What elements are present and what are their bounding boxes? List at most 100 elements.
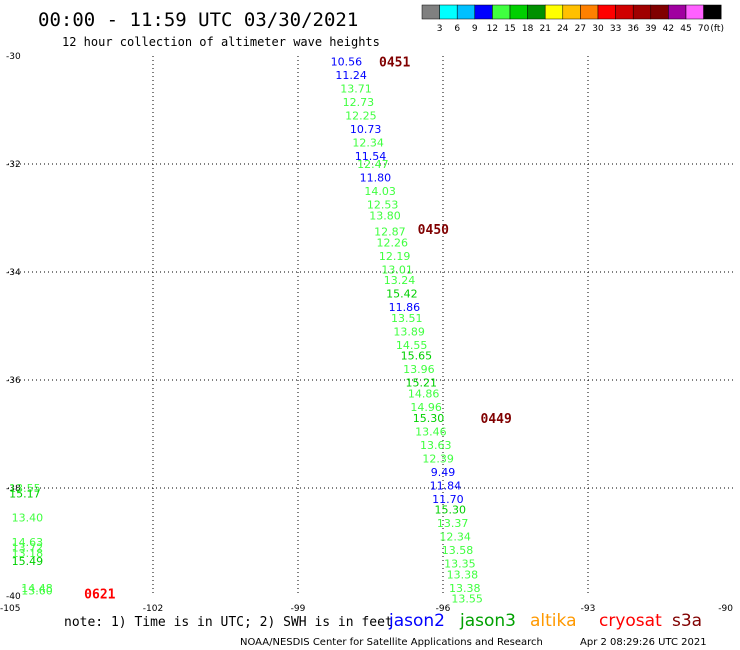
track-label: 0451 <box>379 55 410 70</box>
data-point-label: 14.86 <box>408 388 440 401</box>
data-points: 10.5611.2413.7112.7312.2510.7312.3411.54… <box>9 55 483 605</box>
colorbar: 3 6 9 12 15 18 21 24 27 30 33 36 39 42 45 70 (ft) <box>421 4 724 34</box>
data-point-label: 10.56 <box>331 55 363 68</box>
footer-credit: NOAA/NESDIS Center for Satellite Applica… <box>240 637 543 648</box>
colorbar-label: 36 <box>627 24 639 34</box>
data-point-label: 13.35 <box>444 558 476 571</box>
data-point-label: 13.96 <box>403 363 435 376</box>
footer-note: note: 1) Time is in UTC; 2) SWH is in fe… <box>64 615 393 630</box>
chart-subtitle: 12 hour collection of altimeter wave hei… <box>62 35 380 49</box>
colorbar-swatch <box>562 4 581 20</box>
track-labels: 0451 0450 0449 0621 <box>84 55 512 602</box>
x-tick-label: -105 <box>0 604 20 614</box>
data-point-label: 13.71 <box>340 82 372 95</box>
data-point-label: 9.49 <box>431 466 456 479</box>
colorbar-label: 9 <box>472 24 478 34</box>
data-point-label: 10.73 <box>350 123 382 136</box>
data-point-label: 13.51 <box>391 312 423 325</box>
data-point-label: 15.21 <box>406 377 438 390</box>
x-tick-label: -93 <box>581 604 596 614</box>
colorbar-swatch <box>492 4 511 20</box>
data-point-label: 11.70 <box>432 493 464 506</box>
data-point-label: 15.30 <box>413 412 445 425</box>
data-point-label: 13.46 <box>415 425 447 438</box>
data-point-label: 15.30 <box>435 504 467 517</box>
data-point-label: 12.34 <box>352 136 384 149</box>
satellite-legend: jason2 jason3 altika cryosat s3a <box>388 611 702 631</box>
colorbar-label: 18 <box>522 24 534 34</box>
colorbar-label: 3 <box>437 24 443 34</box>
data-point-label: 13.55 <box>9 482 41 495</box>
data-point-label: 13.89 <box>393 325 425 338</box>
data-point-label: 11.24 <box>335 69 367 82</box>
footer-timestamp: Apr 2 08:29:26 UTC 2021 <box>580 637 707 648</box>
colorbar-swatch <box>703 4 722 20</box>
legend-item-altika: altika <box>530 611 577 631</box>
data-point-label: 14.48 <box>21 582 53 595</box>
colorbar-label: 12 <box>487 24 498 34</box>
colorbar-label: 30 <box>592 24 604 34</box>
data-point-label: 14.96 <box>410 401 442 414</box>
y-tick-label: -34 <box>6 268 21 278</box>
data-point-label: 13.58 <box>442 544 474 557</box>
data-point-label: 13.24 <box>384 274 416 287</box>
data-point-label: 12.87 <box>374 226 406 239</box>
data-point-label: 15.49 <box>12 555 44 568</box>
y-tick-label: -32 <box>6 160 21 170</box>
colorbar-label: 27 <box>575 24 586 34</box>
colorbar-label: 70 <box>698 24 710 34</box>
data-point-label: 12.34 <box>439 531 471 544</box>
data-point-label: 15.65 <box>401 350 433 363</box>
colorbar-swatch <box>439 4 458 20</box>
chart-title: 00:00 - 11:59 UTC 03/30/2021 <box>38 9 358 31</box>
data-point-label: 13.55 <box>451 593 483 606</box>
data-point-label: 13.72 <box>12 541 44 554</box>
y-tick-label: -40 <box>6 592 21 602</box>
x-tick-label: -102 <box>143 604 163 614</box>
data-point-label: 13.18 <box>12 547 44 560</box>
data-point-label: 12.26 <box>377 236 409 249</box>
data-point-label: 13.40 <box>12 512 44 525</box>
data-point-label: 12.73 <box>343 96 375 109</box>
data-point-label: 15.42 <box>386 288 418 301</box>
colorbar-swatch <box>650 4 669 20</box>
x-tick-label: -99 <box>291 604 306 614</box>
colorbar-label: 15 <box>504 24 515 34</box>
axis-labels: -30 -32 -34 -36 -38 -40 -105 -102 -99 -96 -93 -90 <box>0 52 733 614</box>
colorbar-label: 45 <box>680 24 691 34</box>
colorbar-swatch <box>685 4 704 20</box>
legend-item-s3a: s3a <box>672 611 702 631</box>
x-tick-label: -96 <box>436 604 451 614</box>
data-point-label: 12.39 <box>422 452 454 465</box>
data-point-label: 11.54 <box>355 150 387 163</box>
grid <box>8 56 733 596</box>
data-point-label: 11.86 <box>389 301 421 314</box>
colorbar-label: 42 <box>663 24 674 34</box>
data-point-label: 13.63 <box>420 439 452 452</box>
colorbar-swatch <box>580 4 599 20</box>
colorbar-unit: (ft) <box>710 24 724 34</box>
colorbar-swatch <box>632 4 652 20</box>
data-point-label: 11.84 <box>430 479 462 492</box>
data-point-label: 14.55 <box>396 339 428 352</box>
legend-item-jason2: jason2 <box>388 611 445 631</box>
colorbar-swatch <box>597 4 616 20</box>
colorbar-swatch <box>474 4 493 20</box>
colorbar-swatch <box>527 4 546 20</box>
data-point-label: 11.80 <box>360 172 392 185</box>
colorbar-swatch <box>615 4 634 20</box>
data-point-label: 15.17 <box>9 487 41 500</box>
data-point-label: 13.80 <box>369 209 401 222</box>
data-point-label: 12.19 <box>379 250 411 263</box>
data-point-label: 12.53 <box>367 199 399 212</box>
data-point-label: 14.03 <box>364 185 396 198</box>
data-point-label: 14.63 <box>12 536 44 549</box>
colorbar-swatch <box>509 4 528 20</box>
data-point-label: 13.38 <box>449 582 481 595</box>
data-point-label: 13.01 <box>381 263 413 276</box>
data-point-label: 13.37 <box>437 517 469 530</box>
x-tick-label: -90 <box>718 604 733 614</box>
track-label: 0621 <box>84 587 115 602</box>
colorbar-label: 24 <box>557 24 569 34</box>
